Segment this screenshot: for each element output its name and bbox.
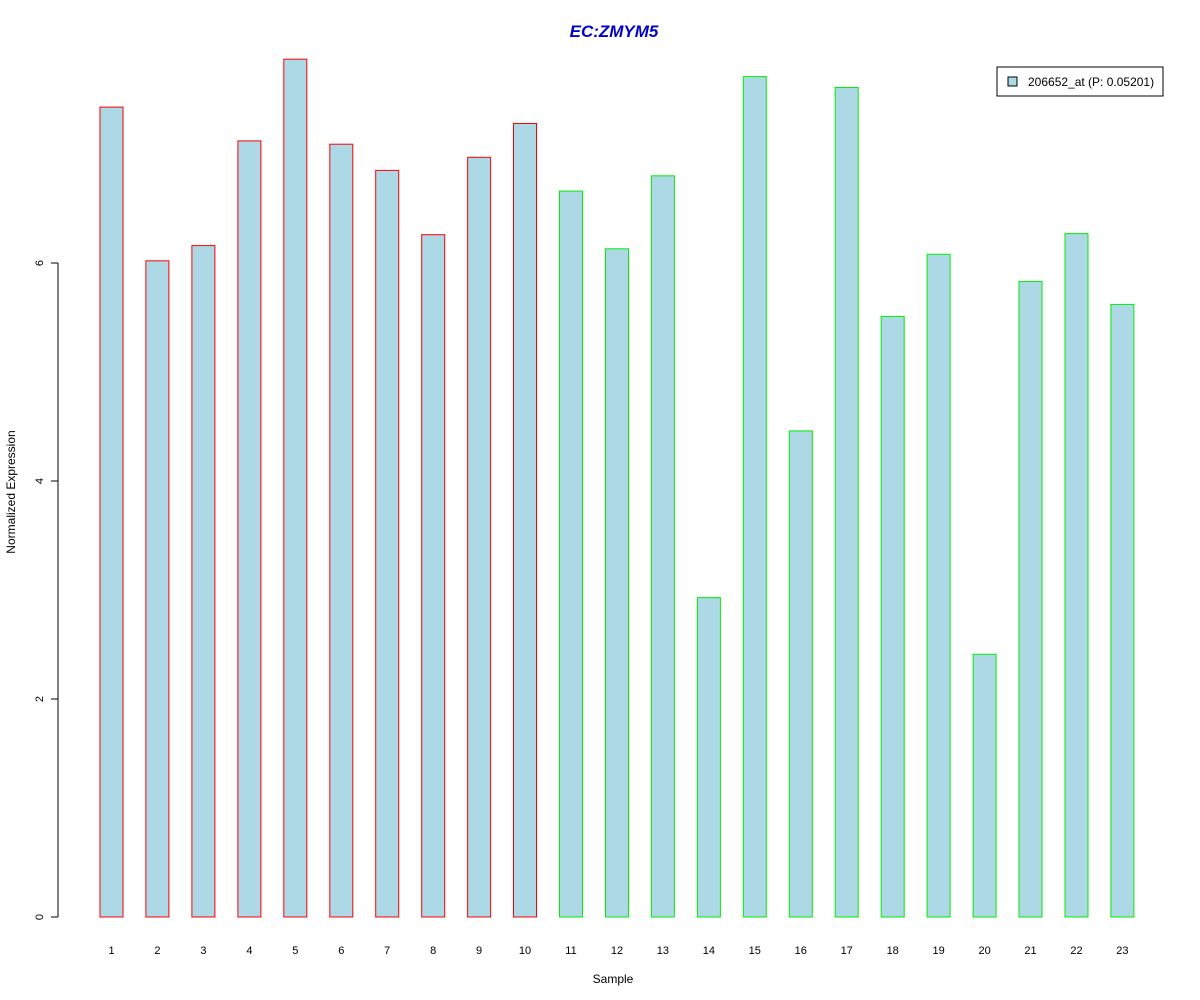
x-tick-label: 14 bbox=[703, 945, 715, 957]
bar-sample-20 bbox=[972, 653, 997, 918]
bar-sample-8 bbox=[421, 234, 446, 918]
bar-sample-14 bbox=[696, 597, 721, 918]
bar-sample-16 bbox=[788, 430, 813, 918]
legend: 206652_at (P: 0.05201) bbox=[996, 66, 1164, 97]
bar-sample-15 bbox=[742, 76, 767, 918]
bar-sample-22 bbox=[1064, 233, 1089, 918]
bar-sample-5 bbox=[283, 58, 308, 918]
x-tick-label: 6 bbox=[338, 945, 344, 957]
chart-title: EC:ZMYM5 bbox=[570, 22, 659, 41]
bar-sample-3 bbox=[191, 245, 216, 918]
x-tick-label: 16 bbox=[795, 945, 807, 957]
legend-label: 206652_at (P: 0.05201) bbox=[1028, 75, 1154, 89]
y-axis: 0 2 4 6 bbox=[34, 260, 59, 920]
plot-area bbox=[99, 58, 1135, 918]
y-tick-label: 2 bbox=[34, 696, 46, 702]
bar-sample-19 bbox=[926, 253, 951, 918]
legend-swatch bbox=[1007, 76, 1018, 87]
x-tick-label: 21 bbox=[1024, 945, 1036, 957]
x-tick-label: 20 bbox=[978, 945, 990, 957]
x-tick-label: 8 bbox=[430, 945, 436, 957]
bar-sample-6 bbox=[329, 143, 354, 918]
x-tick-label: 19 bbox=[932, 945, 944, 957]
x-tick-label: 1 bbox=[108, 945, 114, 957]
y-tick-label: 6 bbox=[34, 260, 46, 266]
x-tick-label: 7 bbox=[384, 945, 390, 957]
bar-sample-2 bbox=[145, 260, 170, 918]
bar-sample-11 bbox=[559, 190, 583, 918]
x-tick-label: 15 bbox=[749, 945, 761, 957]
bar-sample-23 bbox=[1110, 303, 1135, 918]
x-tick-label: 9 bbox=[476, 945, 482, 957]
x-tick-label: 12 bbox=[611, 945, 623, 957]
bar-sample-7 bbox=[375, 169, 400, 918]
bar-sample-1 bbox=[99, 106, 124, 918]
bar-sample-12 bbox=[605, 248, 629, 918]
y-tick-label: 0 bbox=[34, 914, 46, 920]
bar-sample-17 bbox=[834, 87, 859, 918]
x-tick-label: 2 bbox=[154, 945, 160, 957]
bar-sample-10 bbox=[513, 123, 537, 918]
bar-sample-13 bbox=[650, 175, 675, 918]
x-axis: 1 2 3 4 5 6 7 8 9 10 11 12 13 14 15 16 17 18 19 20 21 22 23 bbox=[108, 945, 1128, 957]
x-tick-label: 11 bbox=[565, 945, 576, 957]
bar-sample-21 bbox=[1018, 281, 1043, 918]
x-tick-label: 5 bbox=[292, 945, 298, 957]
x-tick-label: 18 bbox=[887, 945, 899, 957]
x-tick-label: 23 bbox=[1116, 945, 1128, 957]
bar-sample-18 bbox=[880, 315, 905, 918]
x-tick-label: 22 bbox=[1070, 945, 1082, 957]
x-tick-label: 17 bbox=[841, 945, 853, 957]
x-axis-label: Sample bbox=[593, 972, 634, 986]
bar-sample-4 bbox=[237, 140, 262, 918]
bar-sample-9 bbox=[467, 156, 492, 918]
y-axis-label: Normalized Expression bbox=[4, 430, 18, 553]
x-tick-label: 4 bbox=[246, 945, 252, 957]
x-tick-label: 3 bbox=[200, 945, 206, 957]
x-tick-label: 13 bbox=[657, 945, 669, 957]
x-tick-label: 10 bbox=[519, 945, 531, 957]
y-tick-label: 4 bbox=[34, 478, 46, 484]
legend-box bbox=[996, 66, 1164, 97]
